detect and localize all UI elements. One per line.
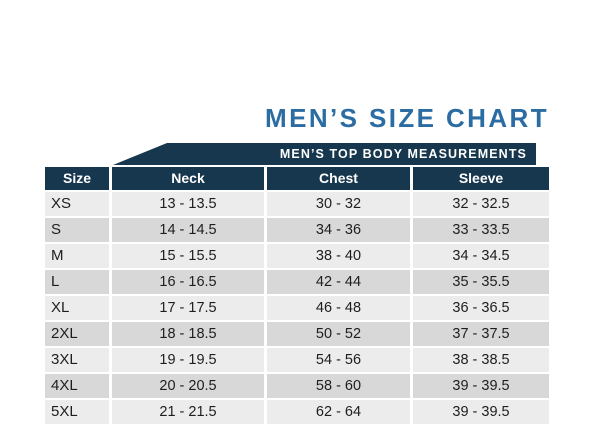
sleeve-value: 33 - 33.5 — [413, 218, 549, 242]
sleeve-value: 37 - 37.5 — [413, 322, 549, 346]
table-row: 3XL 19 - 19.5 54 - 56 38 - 38.5 — [45, 348, 549, 372]
table-header-row: Size Neck Chest Sleeve — [45, 167, 549, 190]
table-row: M 15 - 15.5 38 - 40 34 - 34.5 — [45, 244, 549, 268]
chest-value: 62 - 64 — [267, 400, 410, 424]
column-header-neck: Neck — [112, 167, 264, 190]
sleeve-value: 32 - 32.5 — [413, 192, 549, 216]
chest-value: 50 - 52 — [267, 322, 410, 346]
sleeve-value: 39 - 39.5 — [413, 374, 549, 398]
table-row: 4XL 20 - 20.5 58 - 60 39 - 39.5 — [45, 374, 549, 398]
neck-value: 14 - 14.5 — [112, 218, 264, 242]
neck-value: 17 - 17.5 — [112, 296, 264, 320]
neck-value: 20 - 20.5 — [112, 374, 264, 398]
table-row: XS 13 - 13.5 30 - 32 32 - 32.5 — [45, 192, 549, 216]
neck-value: 21 - 21.5 — [112, 400, 264, 424]
neck-value: 13 - 13.5 — [112, 192, 264, 216]
size-label: L — [45, 270, 109, 294]
sleeve-value: 39 - 39.5 — [413, 400, 549, 424]
neck-value: 15 - 15.5 — [112, 244, 264, 268]
size-label: 4XL — [45, 374, 109, 398]
chest-value: 34 - 36 — [267, 218, 410, 242]
measurements-banner: MEN’S TOP BODY MEASUREMENTS — [113, 143, 536, 165]
size-label: XL — [45, 296, 109, 320]
chest-value: 58 - 60 — [267, 374, 410, 398]
column-header-size: Size — [45, 167, 109, 190]
column-header-chest: Chest — [267, 167, 410, 190]
table-row: 5XL 21 - 21.5 62 - 64 39 - 39.5 — [45, 400, 549, 424]
sleeve-value: 34 - 34.5 — [413, 244, 549, 268]
size-label: 3XL — [45, 348, 109, 372]
chest-value: 30 - 32 — [267, 192, 410, 216]
sleeve-value: 35 - 35.5 — [413, 270, 549, 294]
size-label: 5XL — [45, 400, 109, 424]
measurements-banner-label: MEN’S TOP BODY MEASUREMENTS — [279, 147, 527, 161]
column-header-sleeve: Sleeve — [413, 167, 549, 190]
size-label: XS — [45, 192, 109, 216]
chest-value: 42 - 44 — [267, 270, 410, 294]
size-label: M — [45, 244, 109, 268]
size-label: S — [45, 218, 109, 242]
neck-value: 16 - 16.5 — [112, 270, 264, 294]
table-row: L 16 - 16.5 42 - 44 35 - 35.5 — [45, 270, 549, 294]
table-row: XL 17 - 17.5 46 - 48 36 - 36.5 — [45, 296, 549, 320]
chest-value: 46 - 48 — [267, 296, 410, 320]
size-table: Size Neck Chest Sleeve XS 13 - 13.5 30 -… — [45, 167, 549, 424]
chest-value: 54 - 56 — [267, 348, 410, 372]
sleeve-value: 38 - 38.5 — [413, 348, 549, 372]
neck-value: 19 - 19.5 — [112, 348, 264, 372]
table-row: S 14 - 14.5 34 - 36 33 - 33.5 — [45, 218, 549, 242]
neck-value: 18 - 18.5 — [112, 322, 264, 346]
chest-value: 38 - 40 — [267, 244, 410, 268]
sleeve-value: 36 - 36.5 — [413, 296, 549, 320]
page-title: MEN’S SIZE CHART — [265, 103, 549, 133]
table-row: 2XL 18 - 18.5 50 - 52 37 - 37.5 — [45, 322, 549, 346]
size-label: 2XL — [45, 322, 109, 346]
